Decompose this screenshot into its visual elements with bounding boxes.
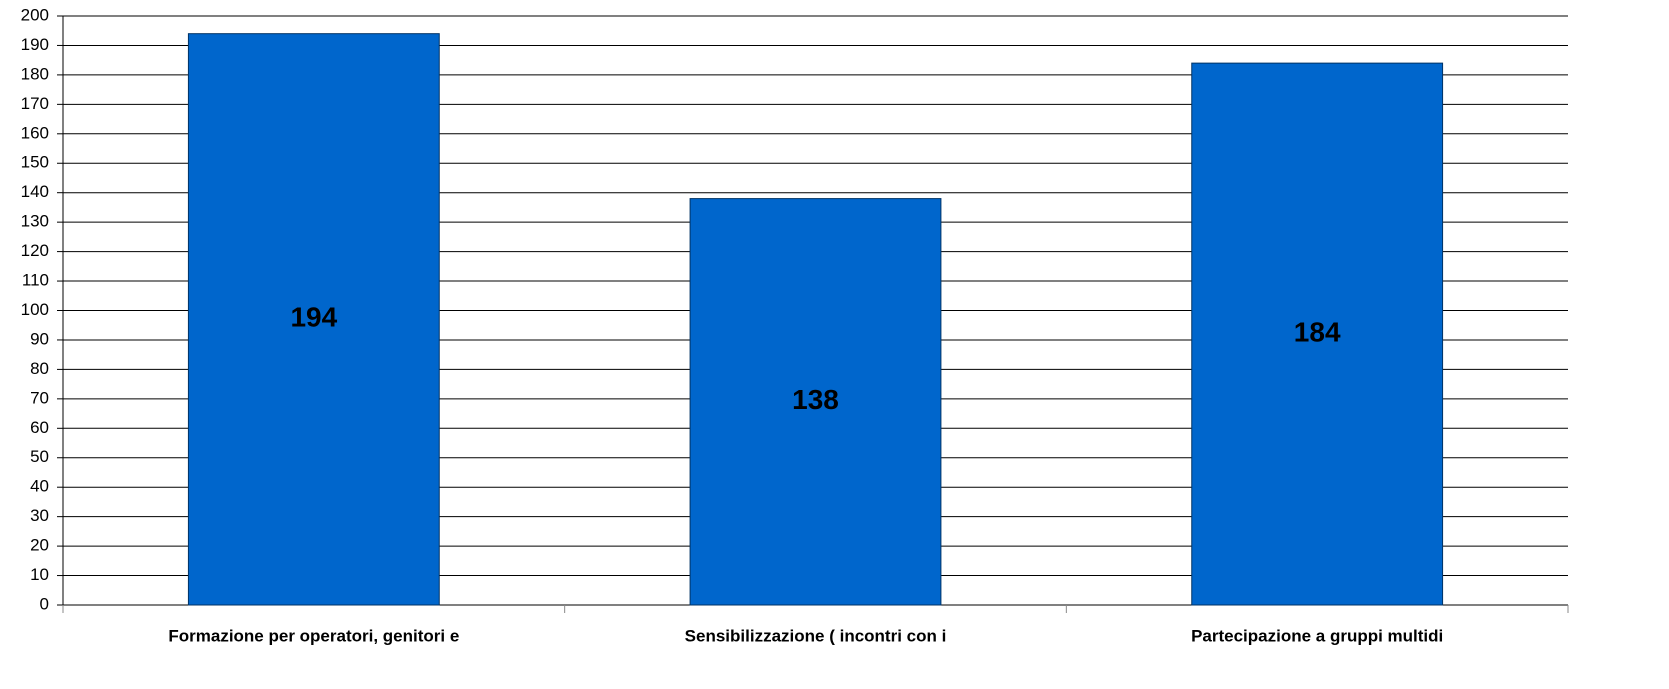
- x-tick-label: Formazione per operatori, genitori e: [168, 626, 459, 645]
- y-tick-label: 70: [30, 388, 49, 407]
- y-tick-label: 200: [21, 5, 49, 24]
- y-tick-label: 20: [30, 536, 49, 555]
- y-tick-label: 90: [30, 329, 49, 348]
- data-label: 184: [1294, 316, 1341, 347]
- y-tick-label: 30: [30, 506, 49, 525]
- y-tick-label: 120: [21, 241, 49, 260]
- data-label: 194: [290, 302, 337, 333]
- y-tick-label: 170: [21, 94, 49, 113]
- y-tick-label: 150: [21, 153, 49, 172]
- x-tick-label: Partecipazione a gruppi multidi: [1191, 626, 1443, 645]
- y-tick-label: 80: [30, 359, 49, 378]
- y-tick-label: 50: [30, 447, 49, 466]
- y-tick-label: 140: [21, 182, 49, 201]
- y-tick-label: 40: [30, 477, 49, 496]
- y-tick-label: 180: [21, 64, 49, 83]
- y-tick-label: 160: [21, 123, 49, 142]
- y-tick-label: 100: [21, 300, 49, 319]
- y-tick-label: 10: [30, 565, 49, 584]
- y-tick-label: 110: [22, 271, 49, 290]
- bar: [689, 198, 942, 606]
- y-tick-label: 190: [21, 35, 49, 54]
- x-tick-label: Sensibilizzazione ( incontri con i: [685, 626, 947, 645]
- y-tick-label: 130: [21, 212, 49, 231]
- bar: [187, 33, 440, 606]
- bar: [1191, 62, 1444, 606]
- data-label: 138: [792, 384, 839, 415]
- y-tick-label: 60: [30, 418, 49, 437]
- y-tick-label: 0: [40, 594, 49, 613]
